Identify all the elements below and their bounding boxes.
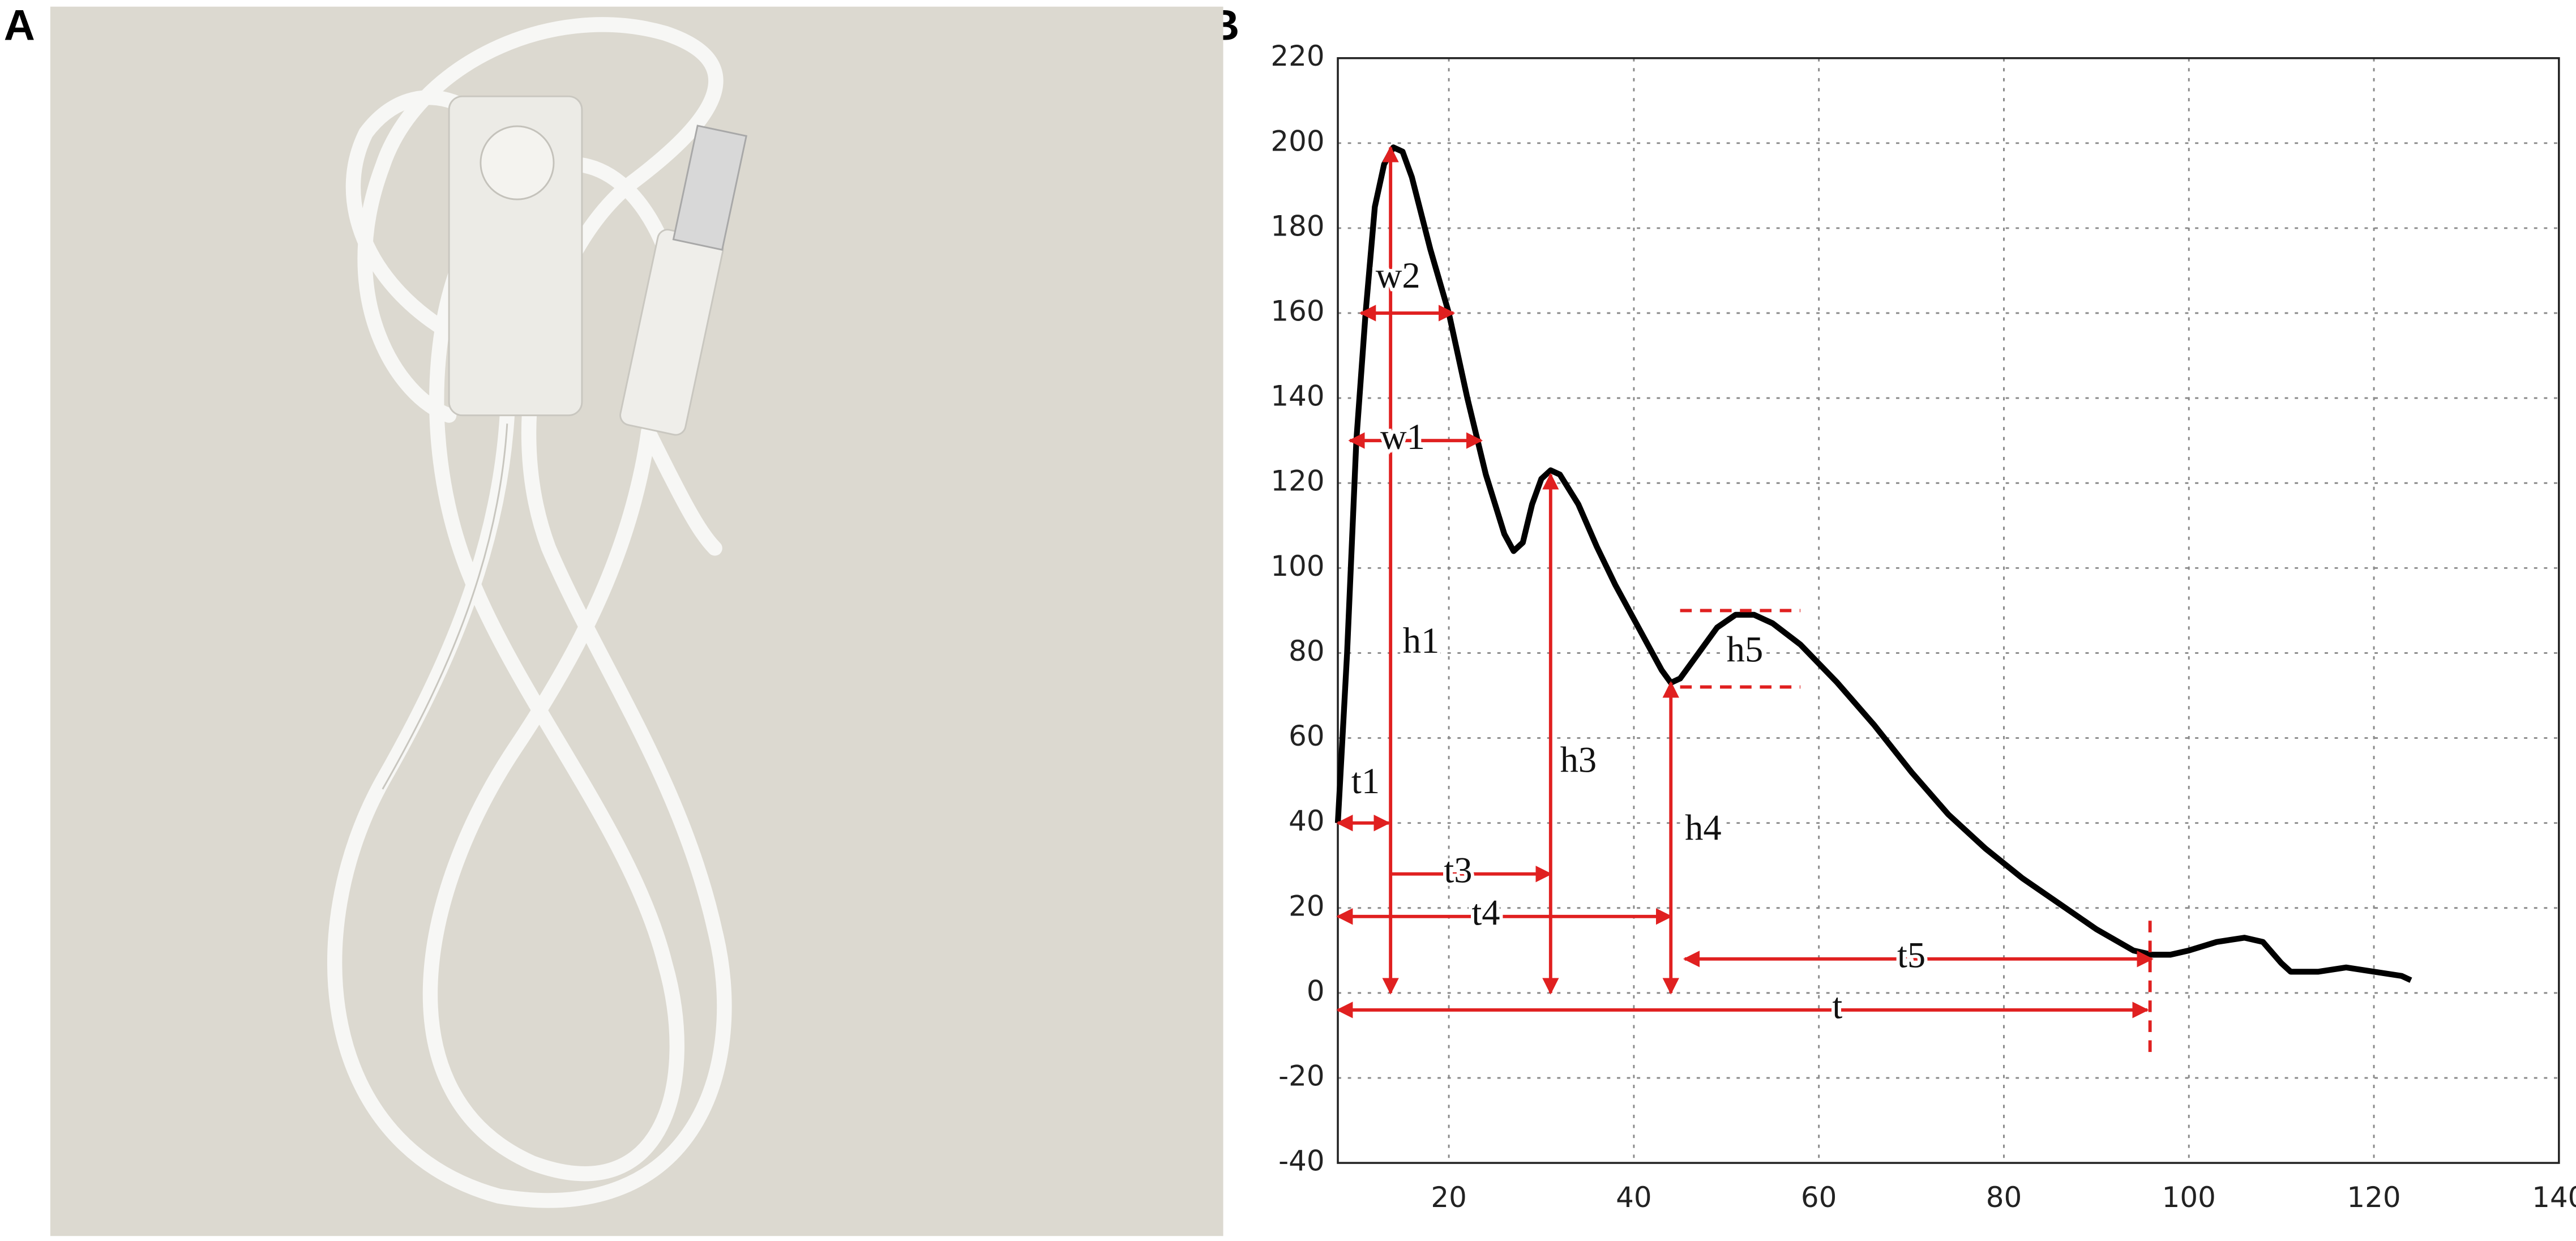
x-tick-label: 80 [1986,1181,2022,1214]
x-tick-label: 20 [1431,1181,1466,1214]
annotation-label: t1 [1351,760,1380,801]
x-tick-label: 120 [2347,1181,2400,1214]
y-tick-label: 60 [1289,720,1324,752]
y-tick-label: 0 [1307,974,1325,1007]
annotation-label: h5 [1727,628,1764,669]
annotation-label: t5 [1897,935,1925,975]
photo [50,6,1223,1236]
x-tick-label: 100 [2162,1181,2216,1214]
y-tick-label: 80 [1289,635,1324,667]
panel-label: A [4,1,35,49]
y-tick-label: 220 [1270,40,1324,72]
cable-shadow [382,423,508,790]
plot-area [1338,58,2559,1163]
y-tick-label: 120 [1270,465,1324,498]
y-tick-label: 100 [1270,550,1324,583]
annotation-label: t4 [1471,892,1500,933]
x-tick-label: 60 [1801,1181,1837,1214]
y-tick-label: 40 [1289,804,1324,837]
y-tick-label: 20 [1289,889,1324,922]
annotation-label: h1 [1403,620,1440,661]
annotation-label: w1 [1380,416,1425,457]
x-tick-label: 40 [1616,1181,1651,1214]
plot-border [1337,57,2560,1164]
y-tick-label: 180 [1270,209,1324,242]
y-tick-label: -20 [1278,1059,1324,1092]
annotation-label: t3 [1444,850,1472,891]
y-tick-label: 160 [1270,295,1324,328]
y-tick-label: -40 [1278,1145,1324,1178]
sensor-button [480,125,555,200]
annotation-label: w2 [1376,255,1420,296]
y-tick-label: 200 [1270,125,1324,157]
y-tick-label: 140 [1270,380,1324,413]
annotation-label: t [1832,986,1842,1026]
line-series [1334,144,2412,983]
x-tick-label: 140 [2532,1181,2576,1214]
plot: -40 -20 0 20 40 60 80 100 120 140 160 180 200 220 20 40… [1270,40,2576,1214]
annotation-label: h4 [1685,807,1722,848]
usb-connector [672,125,747,251]
annotation-label: h3 [1560,739,1597,780]
